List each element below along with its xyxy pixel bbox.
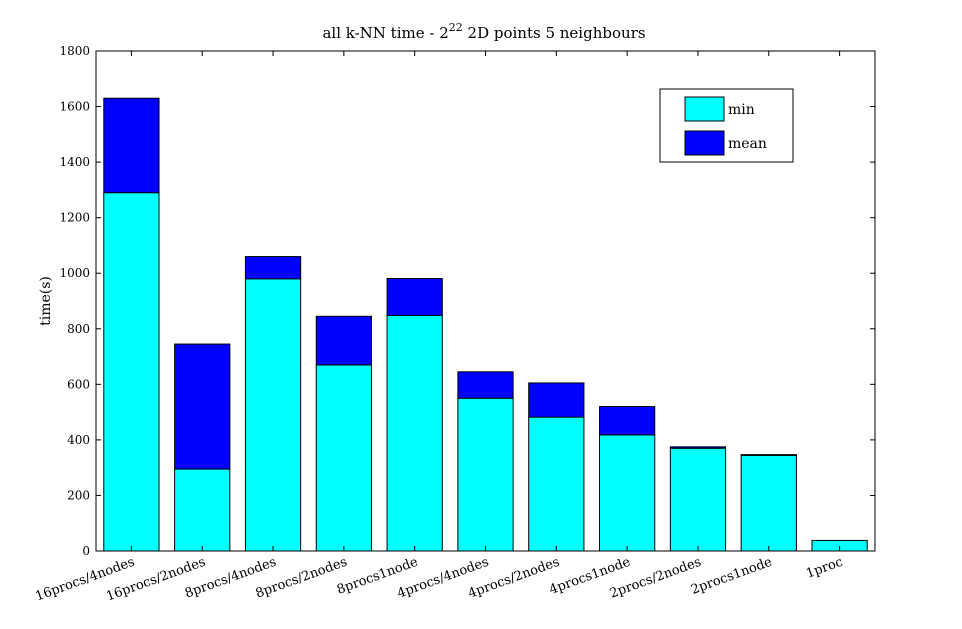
legend-swatch-mean xyxy=(684,130,725,156)
legend-label-mean: mean xyxy=(728,136,767,152)
bar-mean xyxy=(103,97,160,194)
bar-min xyxy=(386,314,443,552)
bar-min xyxy=(244,278,302,552)
y-tick-label: 1600 xyxy=(59,100,90,114)
y-tick-label: 1000 xyxy=(59,266,90,280)
bar-min xyxy=(174,468,231,552)
bar-min xyxy=(528,416,585,552)
bar-min xyxy=(315,364,372,552)
bar-mean xyxy=(315,315,372,366)
x-tick-label: 1proc xyxy=(804,555,845,582)
y-tick-label: 1800 xyxy=(59,44,90,58)
legend: min mean xyxy=(659,88,794,163)
y-tick-label: 600 xyxy=(67,377,90,391)
bar-mean xyxy=(244,256,302,280)
bar-group xyxy=(103,97,868,552)
y-tick-label: 1200 xyxy=(59,211,90,225)
legend-box xyxy=(659,88,794,163)
y-axis: 0 200 400 600 800 1000 1200 1400 1600 1800 xyxy=(59,44,875,558)
x-tick-label: 2procs1node xyxy=(689,555,774,598)
chart-title-superscript: 22 xyxy=(449,21,463,34)
chart-title-suffix: 2D points 5 neighbours xyxy=(463,24,646,42)
bar-min xyxy=(669,447,727,552)
bar-mean xyxy=(386,278,443,316)
bar-mean xyxy=(528,382,585,418)
bar-mean xyxy=(740,454,797,456)
chart-title: all k-NN time - 222 2D points 5 neighbou… xyxy=(322,21,645,42)
bar-min xyxy=(457,397,514,552)
legend-swatch-min xyxy=(684,96,725,122)
bar-min xyxy=(103,192,160,552)
bar-min xyxy=(740,454,797,552)
y-axis-label: time(s) xyxy=(38,276,54,326)
bar-mean xyxy=(457,371,514,399)
y-tick-label: 0 xyxy=(82,544,90,558)
y-tick-label: 400 xyxy=(67,433,90,447)
y-tick-label: 200 xyxy=(67,488,90,502)
legend-label-min: min xyxy=(728,102,755,118)
bar-mean xyxy=(174,343,231,470)
bar-mean xyxy=(669,446,727,449)
chart-title-prefix: all k-NN time - 2 xyxy=(322,24,448,42)
bar-min xyxy=(599,434,656,552)
y-tick-label: 1400 xyxy=(59,155,90,169)
bar-mean xyxy=(599,406,656,436)
y-tick-label: 800 xyxy=(67,322,90,336)
